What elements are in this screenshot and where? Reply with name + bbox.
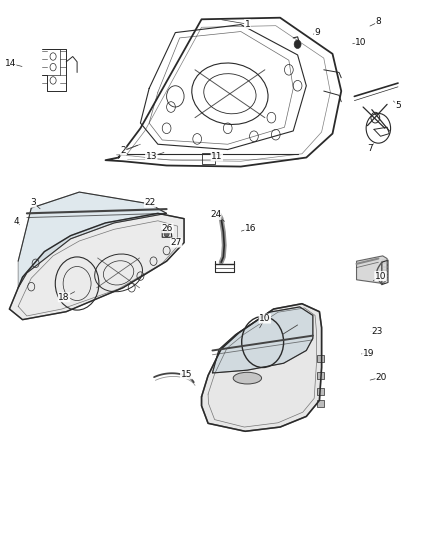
Text: 3: 3: [31, 198, 36, 207]
Text: 15: 15: [180, 370, 192, 379]
Text: 1: 1: [244, 20, 250, 29]
Polygon shape: [18, 192, 166, 288]
Text: 10: 10: [375, 272, 386, 280]
Text: 7: 7: [367, 144, 372, 153]
Text: 2: 2: [120, 146, 126, 155]
Circle shape: [294, 40, 301, 49]
Polygon shape: [201, 304, 321, 431]
Text: 10: 10: [259, 314, 271, 323]
Text: 14: 14: [5, 59, 16, 68]
Text: 11: 11: [211, 152, 223, 161]
Text: 4: 4: [13, 217, 19, 227]
Text: 5: 5: [395, 101, 401, 110]
Text: 23: 23: [371, 327, 383, 336]
Text: 26: 26: [162, 224, 173, 233]
FancyBboxPatch shape: [317, 387, 324, 395]
Polygon shape: [357, 256, 387, 284]
FancyBboxPatch shape: [317, 400, 324, 407]
Polygon shape: [10, 213, 184, 320]
Text: 18: 18: [58, 293, 70, 302]
Text: 8: 8: [375, 18, 381, 27]
Ellipse shape: [233, 372, 261, 384]
Polygon shape: [212, 307, 313, 373]
Text: 10: 10: [355, 38, 367, 47]
Text: 16: 16: [245, 224, 256, 233]
Circle shape: [164, 230, 169, 237]
Text: 9: 9: [314, 28, 320, 37]
Text: 19: 19: [363, 349, 374, 358]
Text: 22: 22: [145, 198, 155, 207]
Text: 13: 13: [145, 152, 157, 161]
Text: 24: 24: [210, 211, 221, 220]
FancyBboxPatch shape: [317, 355, 324, 362]
Text: 20: 20: [376, 373, 387, 382]
Text: 27: 27: [170, 238, 182, 247]
FancyBboxPatch shape: [317, 372, 324, 379]
